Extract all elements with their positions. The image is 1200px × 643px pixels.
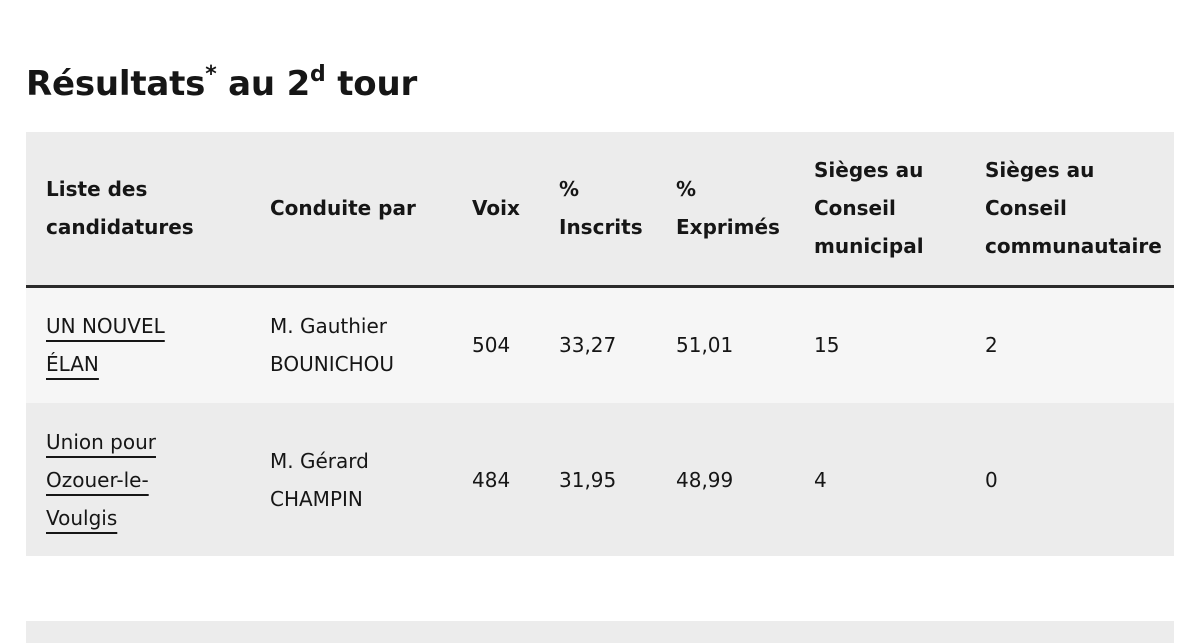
results-table: Liste des candidatures Conduite par Voix…: [26, 132, 1174, 556]
header-sieges-communautaire: Sièges au Conseil communautaire: [965, 132, 1174, 288]
table-row: UN NOUVEL ÉLAN M. Gauthier BOUNICHOU 504…: [26, 286, 1174, 403]
results-table-container: Liste des candidatures Conduite par Voix…: [26, 132, 1174, 556]
header-pct-exprimes: % Exprimés: [656, 132, 794, 288]
next-section-edge: [26, 621, 1174, 643]
heading-suffix: tour: [325, 64, 418, 104]
table-row: Union pour Ozouer-le-Voulgis M. Gérard C…: [26, 403, 1174, 556]
header-sieges-municipal: Sièges au Conseil municipal: [794, 132, 965, 288]
header-liste: Liste des candidatures: [26, 132, 250, 288]
cell-sieges-municipal: 15: [814, 333, 840, 358]
heading-middle: au 2: [216, 64, 311, 104]
cell-pct-exprimes: 51,01: [676, 333, 734, 358]
liste-link[interactable]: Union pour Ozouer-le-Voulgis: [46, 429, 156, 530]
cell-voix: 484: [472, 467, 511, 492]
heading-ordinal-sup: d: [310, 62, 326, 87]
cell-pct-inscrits: 31,95: [559, 467, 617, 492]
results-heading: Résultats* au 2d tour: [26, 60, 417, 113]
cell-sieges-communautaire: 2: [985, 333, 998, 358]
heading-asterisk: *: [205, 62, 217, 87]
header-row: Liste des candidatures Conduite par Voix…: [26, 132, 1174, 288]
cell-voix: 504: [472, 333, 511, 358]
cell-sieges-communautaire: 0: [985, 467, 998, 492]
cell-liste: UN NOUVEL ÉLAN: [26, 286, 250, 403]
cell-conduite: M. Gérard CHAMPIN: [270, 448, 369, 511]
cell-sieges-municipal: 4: [814, 467, 827, 492]
header-pct-inscrits: % Inscrits: [539, 132, 656, 288]
heading-prefix: Résultats: [26, 64, 206, 104]
table-header: Liste des candidatures Conduite par Voix…: [26, 132, 1174, 288]
table-body: UN NOUVEL ÉLAN M. Gauthier BOUNICHOU 504…: [26, 286, 1174, 556]
cell-pct-exprimes: 48,99: [676, 467, 734, 492]
header-voix: Voix: [452, 132, 539, 288]
cell-liste: Union pour Ozouer-le-Voulgis: [26, 403, 250, 556]
cell-pct-inscrits: 33,27: [559, 333, 617, 358]
header-conduite: Conduite par: [250, 132, 452, 288]
cell-conduite: M. Gauthier BOUNICHOU: [270, 314, 394, 377]
liste-link[interactable]: UN NOUVEL ÉLAN: [46, 314, 165, 377]
